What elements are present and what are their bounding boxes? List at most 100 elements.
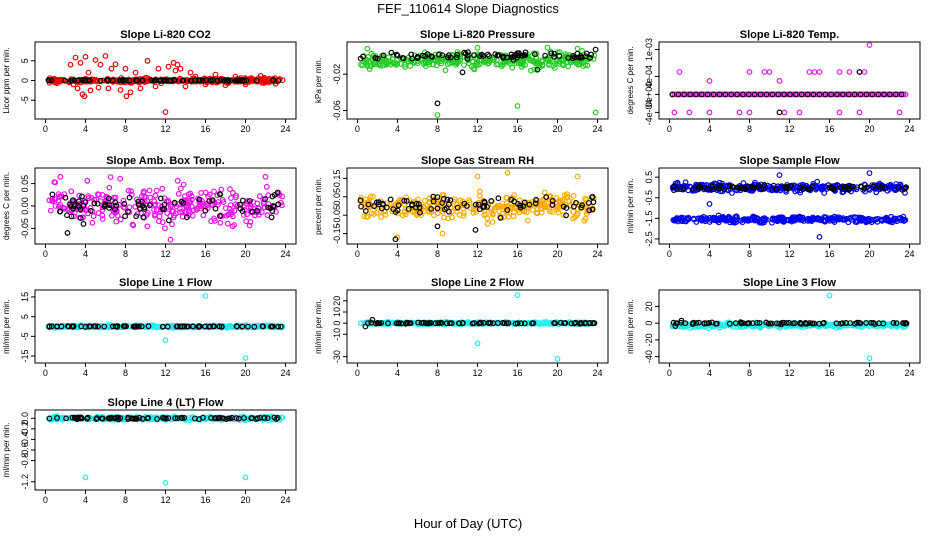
y-tick-label: 0.00 — [20, 197, 30, 215]
data-point — [720, 213, 726, 220]
data-point — [470, 65, 477, 72]
x-tick-label: 4 — [395, 124, 400, 134]
x-tick-label: 8 — [123, 495, 128, 505]
data-point — [785, 185, 792, 192]
data-point — [834, 91, 840, 98]
data-point — [851, 91, 858, 98]
y-tick-label: -0.4 — [20, 432, 30, 448]
data-point — [670, 183, 677, 190]
data-point — [816, 323, 823, 330]
data-point — [153, 187, 160, 194]
data-point — [496, 208, 503, 215]
data-point — [476, 61, 483, 68]
data-point — [227, 415, 233, 422]
y-axis-label: Licor ppm per min. — [2, 47, 11, 113]
data-point — [570, 53, 577, 59]
panel-7: Slope Line 1 Flow ml/min per min. 0 4 8 12 16 2… — [2, 277, 297, 378]
data-point — [254, 200, 261, 207]
data-point — [430, 193, 437, 200]
y-tick-label: 0 — [332, 321, 342, 326]
data-point — [534, 319, 541, 326]
data-point — [863, 91, 870, 98]
data-point — [151, 206, 157, 213]
data-point — [494, 52, 501, 59]
data-point — [154, 416, 160, 422]
data-point — [737, 319, 744, 326]
data-point — [675, 215, 681, 222]
data-point — [218, 323, 225, 330]
data-point — [134, 77, 140, 84]
data-point — [121, 200, 128, 207]
data-point — [172, 415, 179, 422]
data-point — [810, 91, 817, 98]
x-tick-label: 4 — [83, 368, 88, 378]
data-point — [76, 204, 83, 210]
data-point — [162, 479, 169, 486]
data-point — [257, 72, 264, 79]
data-point — [137, 85, 144, 92]
data-point — [890, 319, 897, 326]
data-point — [202, 207, 209, 214]
data-point — [146, 202, 153, 209]
data-point — [873, 189, 880, 196]
y-tick-label: -0.02 — [332, 64, 342, 85]
panel-title: Slope Line 4 (LT) Flow — [108, 397, 224, 409]
data-point — [400, 55, 407, 62]
x-tick-label: 0 — [43, 495, 48, 505]
data-point — [242, 323, 249, 330]
y-axis-label: ml/min per min. — [2, 423, 11, 478]
data-point — [526, 56, 533, 63]
x-tick-label: 4 — [83, 249, 88, 259]
data-point — [81, 77, 88, 84]
data-point — [185, 191, 192, 198]
y-tick-label: 0.05 — [20, 175, 30, 193]
y-tick-label: -20 — [644, 333, 654, 346]
data-point — [363, 58, 370, 64]
data-point — [683, 91, 690, 98]
data-point — [433, 62, 440, 69]
data-point — [575, 61, 581, 68]
y-tick-label: -0.8 — [20, 453, 30, 469]
data-point — [565, 55, 572, 61]
data-point — [490, 210, 496, 217]
x-tick-label: 20 — [241, 124, 251, 134]
data-point — [405, 205, 412, 212]
series-1 — [357, 292, 597, 362]
data-point — [840, 91, 846, 98]
y-tick-label: -0.6 — [20, 442, 30, 458]
x-tick-label: 0 — [43, 124, 48, 134]
data-point — [479, 51, 485, 58]
data-point — [151, 198, 158, 205]
data-point — [102, 53, 109, 59]
data-point — [579, 48, 585, 54]
data-point — [472, 226, 479, 233]
y-tick-label: 10 — [332, 307, 342, 317]
data-point — [244, 323, 251, 330]
y-tick-label: -4e-04 — [644, 99, 654, 125]
y-tick-label: -0.5 — [644, 190, 654, 206]
data-point — [902, 91, 909, 98]
data-point — [401, 208, 408, 215]
data-point — [790, 320, 796, 327]
data-point — [749, 91, 756, 98]
series-2 — [45, 76, 282, 84]
data-point — [671, 91, 678, 98]
x-tick-label: 4 — [395, 249, 400, 259]
data-point — [358, 194, 364, 201]
data-point — [246, 198, 253, 204]
data-point — [484, 220, 491, 227]
data-point — [84, 177, 91, 184]
data-point — [539, 62, 546, 69]
x-tick-label: 12 — [784, 368, 794, 378]
data-point — [54, 415, 60, 421]
data-point — [57, 208, 64, 215]
x-tick-label: 16 — [825, 124, 835, 134]
data-point — [244, 211, 250, 218]
data-point — [361, 213, 367, 220]
data-point — [422, 63, 429, 69]
data-point — [712, 320, 719, 327]
data-point — [829, 185, 836, 192]
data-point — [71, 201, 78, 208]
data-point — [461, 49, 468, 56]
data-point — [484, 58, 491, 64]
